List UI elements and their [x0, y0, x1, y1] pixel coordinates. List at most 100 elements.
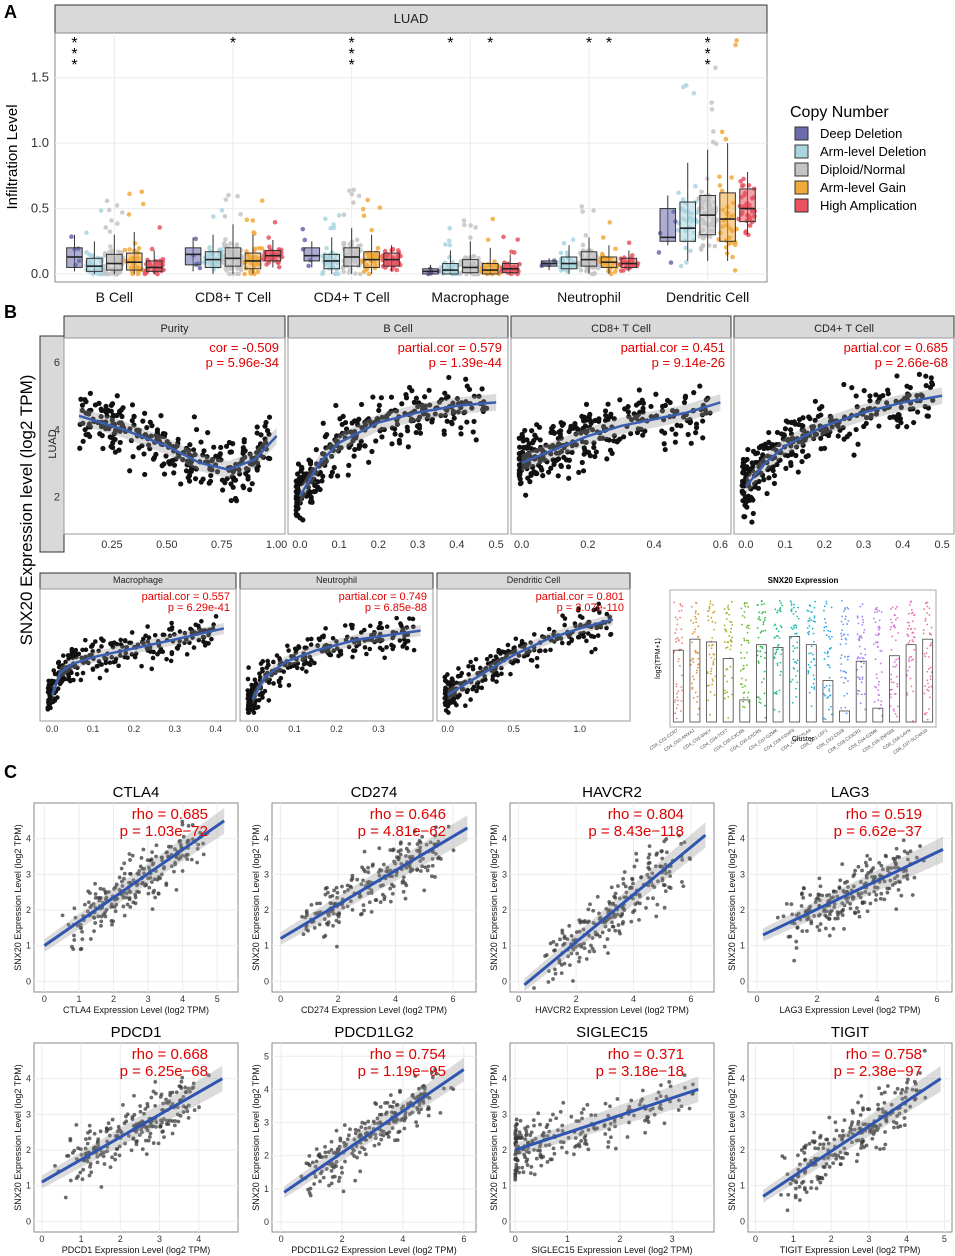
- inset-point: [890, 608, 892, 610]
- inset-point: [922, 632, 925, 635]
- data-point: [551, 977, 555, 981]
- data-point: [825, 432, 832, 439]
- inset-point: [857, 693, 859, 695]
- data-point: [380, 892, 385, 897]
- inset-point: [880, 671, 883, 673]
- data-point: [294, 647, 299, 652]
- inset-point: [780, 626, 783, 629]
- x-tick-label: 0.3: [372, 724, 385, 734]
- inset-point: [823, 686, 826, 689]
- y-tick-label: 1: [502, 941, 507, 951]
- data-point: [80, 438, 86, 444]
- data-point: [662, 446, 668, 453]
- x-tick-label: 0.5: [488, 539, 503, 551]
- data-point: [744, 456, 750, 463]
- data-point: [222, 214, 228, 219]
- data-point: [532, 632, 537, 637]
- data-point: [678, 263, 684, 269]
- data-point: [546, 469, 552, 475]
- inset-point: [710, 656, 713, 659]
- data-point: [668, 260, 674, 265]
- data-point: [373, 438, 379, 444]
- data-point: [320, 269, 326, 275]
- inset-point: [744, 605, 747, 608]
- box: [659, 208, 677, 242]
- data-point: [442, 674, 448, 680]
- data-point: [651, 896, 655, 901]
- data-point: [171, 462, 178, 468]
- data-point: [243, 465, 250, 472]
- data-point: [566, 640, 572, 646]
- inset-point: [909, 677, 912, 680]
- data-point: [122, 638, 128, 644]
- data-point: [129, 630, 135, 635]
- inset-point: [842, 681, 845, 684]
- data-point: [259, 198, 265, 203]
- x-tick-label: 2: [814, 994, 819, 1004]
- inset-point: [681, 642, 684, 645]
- data-point: [595, 265, 601, 271]
- data-point: [396, 437, 402, 444]
- data-point: [400, 644, 406, 649]
- inset-point: [845, 712, 848, 715]
- panel-label-c: C: [4, 762, 17, 782]
- data-point: [717, 174, 722, 179]
- x-tick-label: Neutrophil: [557, 289, 621, 305]
- data-point: [80, 929, 84, 934]
- data-point: [309, 636, 314, 642]
- data-point: [164, 656, 169, 662]
- inset-point: [790, 602, 793, 604]
- data-point: [564, 250, 570, 256]
- data-point: [559, 422, 565, 428]
- x-tick-label: 4: [393, 994, 398, 1004]
- data-point: [83, 637, 88, 643]
- data-point: [136, 245, 142, 251]
- data-point: [142, 410, 148, 416]
- inset-point: [694, 628, 697, 631]
- inset-point: [676, 623, 679, 626]
- data-point: [106, 207, 112, 213]
- x-tick-label: 0.4: [646, 539, 661, 551]
- data-point: [496, 649, 501, 655]
- data-point: [877, 394, 883, 400]
- inset-point: [741, 686, 744, 689]
- data-point: [805, 453, 811, 459]
- inset-point: [726, 691, 729, 694]
- data-point: [307, 461, 314, 467]
- data-point: [853, 426, 859, 433]
- data-point: [247, 487, 253, 493]
- data-point: [534, 655, 540, 661]
- data-point: [508, 671, 513, 677]
- data-point: [805, 929, 809, 933]
- box: [481, 263, 499, 275]
- data-point: [388, 848, 393, 852]
- data-point: [664, 397, 671, 404]
- inset-point: [760, 599, 763, 602]
- data-point: [572, 421, 578, 427]
- legend-key: [794, 198, 809, 213]
- data-point: [741, 467, 747, 474]
- data-point: [433, 875, 437, 879]
- data-point: [339, 421, 345, 428]
- inset-point: [792, 667, 795, 669]
- data-point: [366, 870, 371, 875]
- inset-point: [856, 657, 859, 660]
- inset-point: [890, 678, 892, 681]
- inset-point: [825, 602, 828, 605]
- inset-point: [811, 627, 814, 630]
- inset-point: [844, 706, 847, 709]
- data-point: [583, 919, 587, 923]
- inset-point: [908, 612, 910, 615]
- data-point: [663, 889, 668, 894]
- inset-point: [876, 645, 879, 648]
- x-tick-label: 0: [516, 994, 521, 1004]
- inset-point: [778, 689, 781, 692]
- inset-point: [846, 692, 849, 695]
- data-point: [109, 401, 116, 407]
- inset-point: [724, 675, 726, 678]
- inset-point: [861, 623, 864, 626]
- plot-xlabel: CTLA4 Expression Level (log2 TPM): [63, 1005, 209, 1015]
- inset-point: [696, 701, 698, 703]
- data-point: [730, 254, 735, 260]
